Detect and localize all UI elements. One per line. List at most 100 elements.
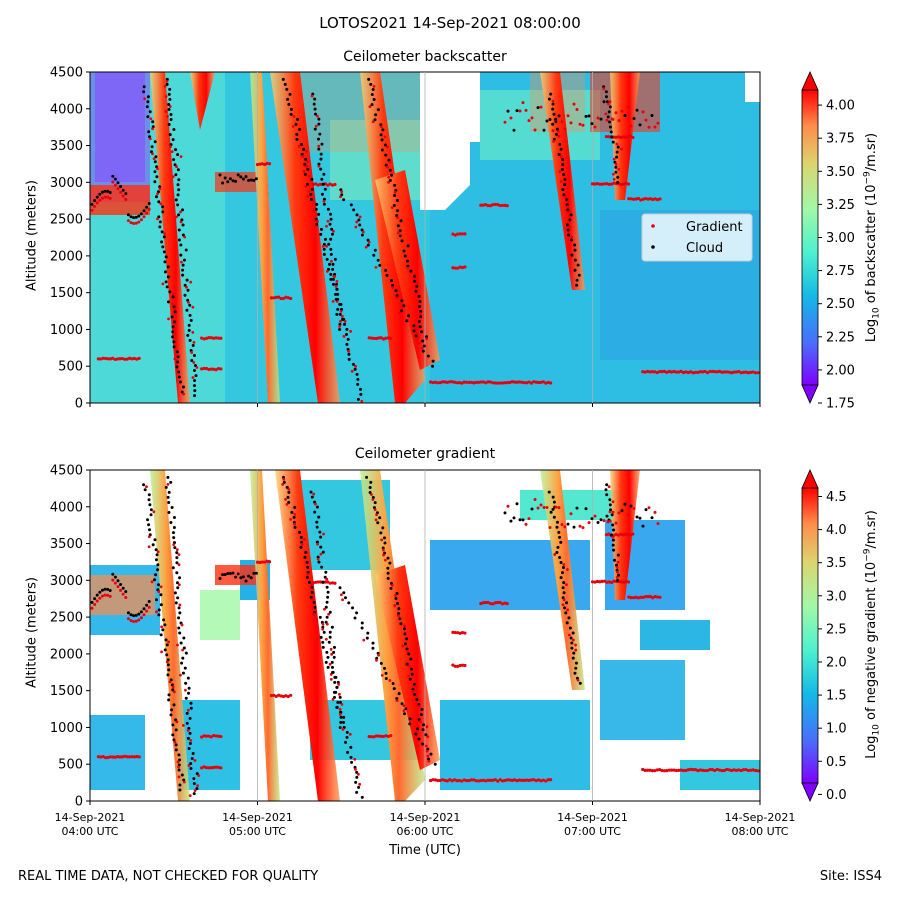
gradient-point: [318, 580, 323, 584]
gradient-point: [453, 630, 457, 635]
gradient-point: [662, 769, 666, 773]
cloud-point: [576, 263, 580, 267]
cloud-point: [154, 573, 158, 577]
x-tick-time: 05:00 UTC: [229, 825, 286, 838]
cloud-point: [168, 290, 172, 294]
cloud-point: [571, 631, 575, 635]
cloud-point: [252, 571, 256, 575]
gradient-point: [99, 755, 103, 759]
cloud-point: [512, 516, 516, 520]
gradient-point: [619, 532, 623, 536]
gradient-point: [377, 734, 381, 738]
gradient-point: [737, 369, 741, 374]
gradient-point: [177, 553, 181, 557]
cloud-point: [309, 197, 313, 201]
gradient-point: [207, 766, 211, 770]
legend-cloud-label: Cloud: [686, 241, 723, 256]
gradient-point: [486, 203, 490, 208]
cloud-point: [323, 187, 327, 191]
gradient-point: [134, 619, 138, 623]
gradient-point: [411, 689, 415, 693]
gradient-point: [187, 764, 191, 767]
cloud-point: [169, 118, 173, 122]
cloud-point: [561, 157, 565, 161]
cloud-point: [615, 155, 619, 159]
cloud-point: [358, 223, 362, 227]
cloud-point: [185, 308, 189, 312]
gradient-point: [111, 180, 115, 184]
cloud-point: [378, 516, 382, 520]
gradient-point: [340, 190, 344, 194]
cloud-point: [574, 661, 578, 665]
gradient-point: [202, 337, 206, 341]
cloud-point: [300, 142, 304, 146]
cloud-point: [167, 102, 171, 106]
cloud-point: [329, 212, 333, 216]
gradient-point: [108, 594, 112, 598]
gradient-point: [152, 157, 156, 161]
cloud-point: [503, 511, 507, 515]
gradient-point: [443, 380, 447, 384]
cloud-point: [108, 190, 112, 194]
gradient-point: [428, 778, 433, 783]
cloud-point: [599, 117, 603, 121]
gradient-point: [636, 196, 640, 201]
gradient-point: [566, 568, 569, 571]
gradient-point: [123, 754, 127, 758]
cloud-point: [572, 525, 576, 529]
cloud-point: [566, 228, 570, 232]
cloud-point: [167, 500, 171, 504]
cloud-point: [555, 550, 559, 554]
gradient-point: [180, 260, 183, 264]
cloud-point: [146, 95, 150, 99]
gradient-point: [173, 307, 177, 311]
cloud-point: [533, 497, 537, 501]
gradient-point: [460, 779, 464, 783]
gradient-point: [539, 779, 543, 783]
y-tick-label: 1500: [50, 286, 83, 301]
cloud-point: [623, 502, 627, 506]
cloud-point: [569, 512, 573, 516]
cloud-point: [355, 770, 359, 774]
cloud-point: [426, 354, 430, 358]
gradient-point: [369, 735, 374, 739]
cloud-point: [330, 665, 334, 669]
gradient-point: [456, 266, 460, 270]
gradient-point: [546, 380, 550, 384]
gradient-point: [607, 580, 611, 584]
gradient-point: [402, 709, 406, 713]
cloud-point: [605, 514, 609, 518]
gradient-point: [214, 336, 218, 340]
cloud-point: [314, 112, 318, 116]
gradient-point: [605, 580, 609, 584]
cloud-point: [167, 668, 171, 672]
cloud-point: [172, 158, 176, 162]
cloud-point: [611, 117, 615, 121]
cloud-point: [169, 112, 173, 116]
gradient-point: [116, 187, 120, 191]
cloud-point: [565, 223, 569, 227]
y-tick-label: 500: [58, 758, 83, 773]
cloud-point: [177, 768, 181, 772]
gradient-point: [328, 182, 332, 186]
cloud-point: [218, 577, 222, 581]
gradient-point: [484, 600, 488, 605]
cloud-point: [168, 97, 172, 101]
gradient-point: [622, 580, 626, 584]
cloud-point: [593, 514, 597, 518]
gradient-point: [265, 161, 269, 166]
cloud-point: [360, 233, 364, 237]
gradient-point: [622, 182, 626, 186]
gradient-point: [436, 778, 440, 783]
cloud-point: [296, 117, 300, 121]
cloud-point: [608, 503, 612, 507]
cloud-point: [317, 212, 321, 216]
gradient-point: [460, 266, 465, 270]
cloud-point: [414, 334, 418, 338]
cloud-point: [569, 636, 573, 640]
gradient-point: [93, 603, 97, 607]
gradient-point: [207, 336, 211, 340]
cloud-point: [322, 202, 326, 206]
cloud-point: [119, 184, 123, 188]
gradient-point: [746, 371, 750, 375]
